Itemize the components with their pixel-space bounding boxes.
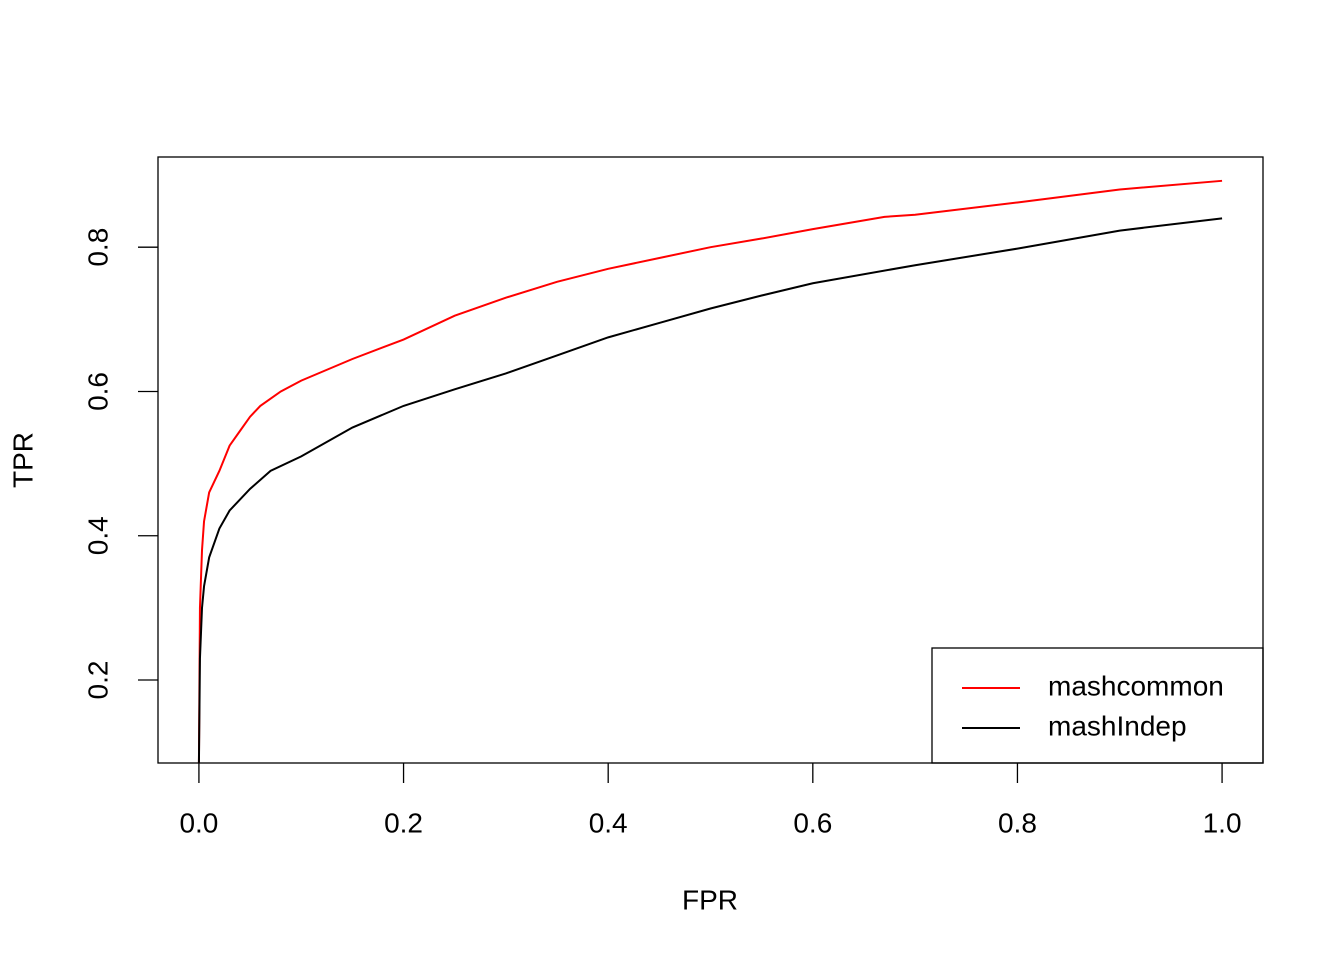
y-axis-label: TPR <box>7 432 38 488</box>
x-tick-label: 0.0 <box>179 807 218 838</box>
plot-frame <box>157 156 1264 764</box>
legend-frame <box>931 647 1264 764</box>
legend-label: mashIndep <box>1048 710 1187 741</box>
x-tick-label: 0.6 <box>793 807 832 838</box>
series-line <box>197 217 1223 764</box>
legend-label: mashcommon <box>1048 670 1224 701</box>
series-line <box>197 179 1223 764</box>
y-tick-label: 0.2 <box>82 661 113 700</box>
y-tick-label: 0.6 <box>82 372 113 411</box>
x-tick-label: 0.4 <box>589 807 628 838</box>
y-tick-label: 0.4 <box>82 516 113 555</box>
y-tick-label: 0.8 <box>82 228 113 267</box>
x-tick-label: 0.8 <box>998 807 1037 838</box>
x-tick-label: 1.0 <box>1203 807 1242 838</box>
x-axis-label: FPR <box>682 884 738 915</box>
x-tick-label: 0.2 <box>384 807 423 838</box>
